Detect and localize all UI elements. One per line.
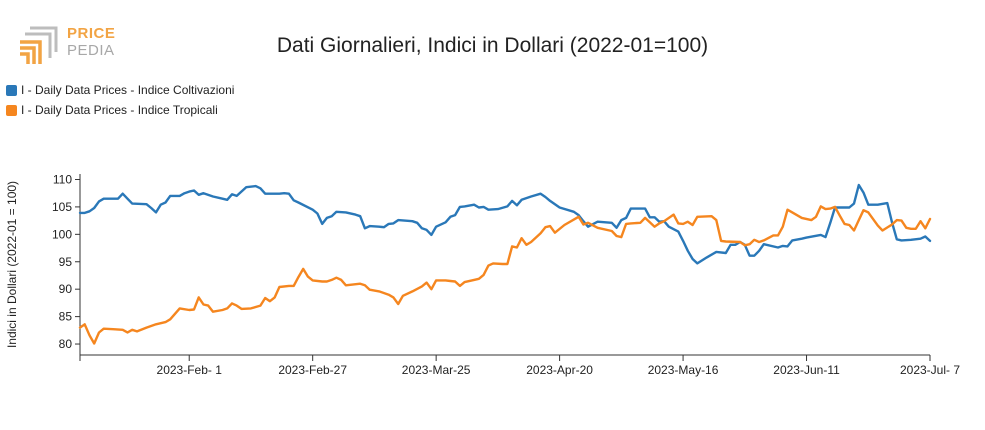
y-tick-label: 90	[59, 282, 73, 296]
legend-item-tropicali[interactable]: I - Daily Data Prices - Indice Tropicali	[6, 100, 234, 120]
x-tick-label: 2023-Jun-11	[773, 363, 840, 377]
chart-axes: 80 85 90 95 100 105 110 2023-Feb- 1 2023-Feb-27 2…	[5, 172, 960, 377]
chart-legend: I - Daily Data Prices - Indice Coltivazi…	[6, 80, 234, 120]
x-tick-label: 2023-Feb- 1	[157, 363, 223, 377]
y-tick-label: 110	[53, 172, 72, 186]
y-tick-label: 80	[59, 337, 73, 351]
series-line-1	[78, 205, 932, 345]
pricepedia-logo: PRICE PEDIA	[16, 26, 126, 66]
y-tick-label: 85	[59, 310, 73, 324]
logo-mark-icon	[20, 26, 58, 64]
y-tick-label: 105	[52, 200, 72, 214]
y-axis-label: Indici in Dollari (2022-01 = 100)	[5, 181, 19, 348]
legend-swatch-tropicali	[6, 104, 17, 116]
legend-item-coltivazioni[interactable]: I - Daily Data Prices - Indice Coltivazi…	[6, 80, 234, 100]
series-line-0	[78, 183, 932, 265]
x-tick-label: 2023-Feb-27	[278, 363, 347, 377]
logo-word-pedia: PEDIA	[67, 42, 115, 59]
legend-swatch-coltivazioni	[6, 84, 17, 96]
x-tick-label: 2023-Apr-20	[526, 363, 593, 377]
y-tick-label: 95	[59, 255, 73, 269]
legend-label-tropicali: I - Daily Data Prices - Indice Tropicali	[21, 103, 218, 117]
x-tick-label: 2023-May-16	[648, 363, 719, 377]
logo-word-price: PRICE	[67, 25, 116, 42]
chart-title: Dati Giornalieri, Indici in Dollari (202…	[276, 34, 709, 57]
chart-series	[78, 183, 932, 345]
x-tick-label: 2023-Jul- 7	[900, 363, 960, 377]
y-tick-label: 100	[52, 227, 72, 241]
x-tick-label: 2023-Mar-25	[402, 363, 471, 377]
legend-label-coltivazioni: I - Daily Data Prices - Indice Coltivazi…	[21, 83, 235, 97]
